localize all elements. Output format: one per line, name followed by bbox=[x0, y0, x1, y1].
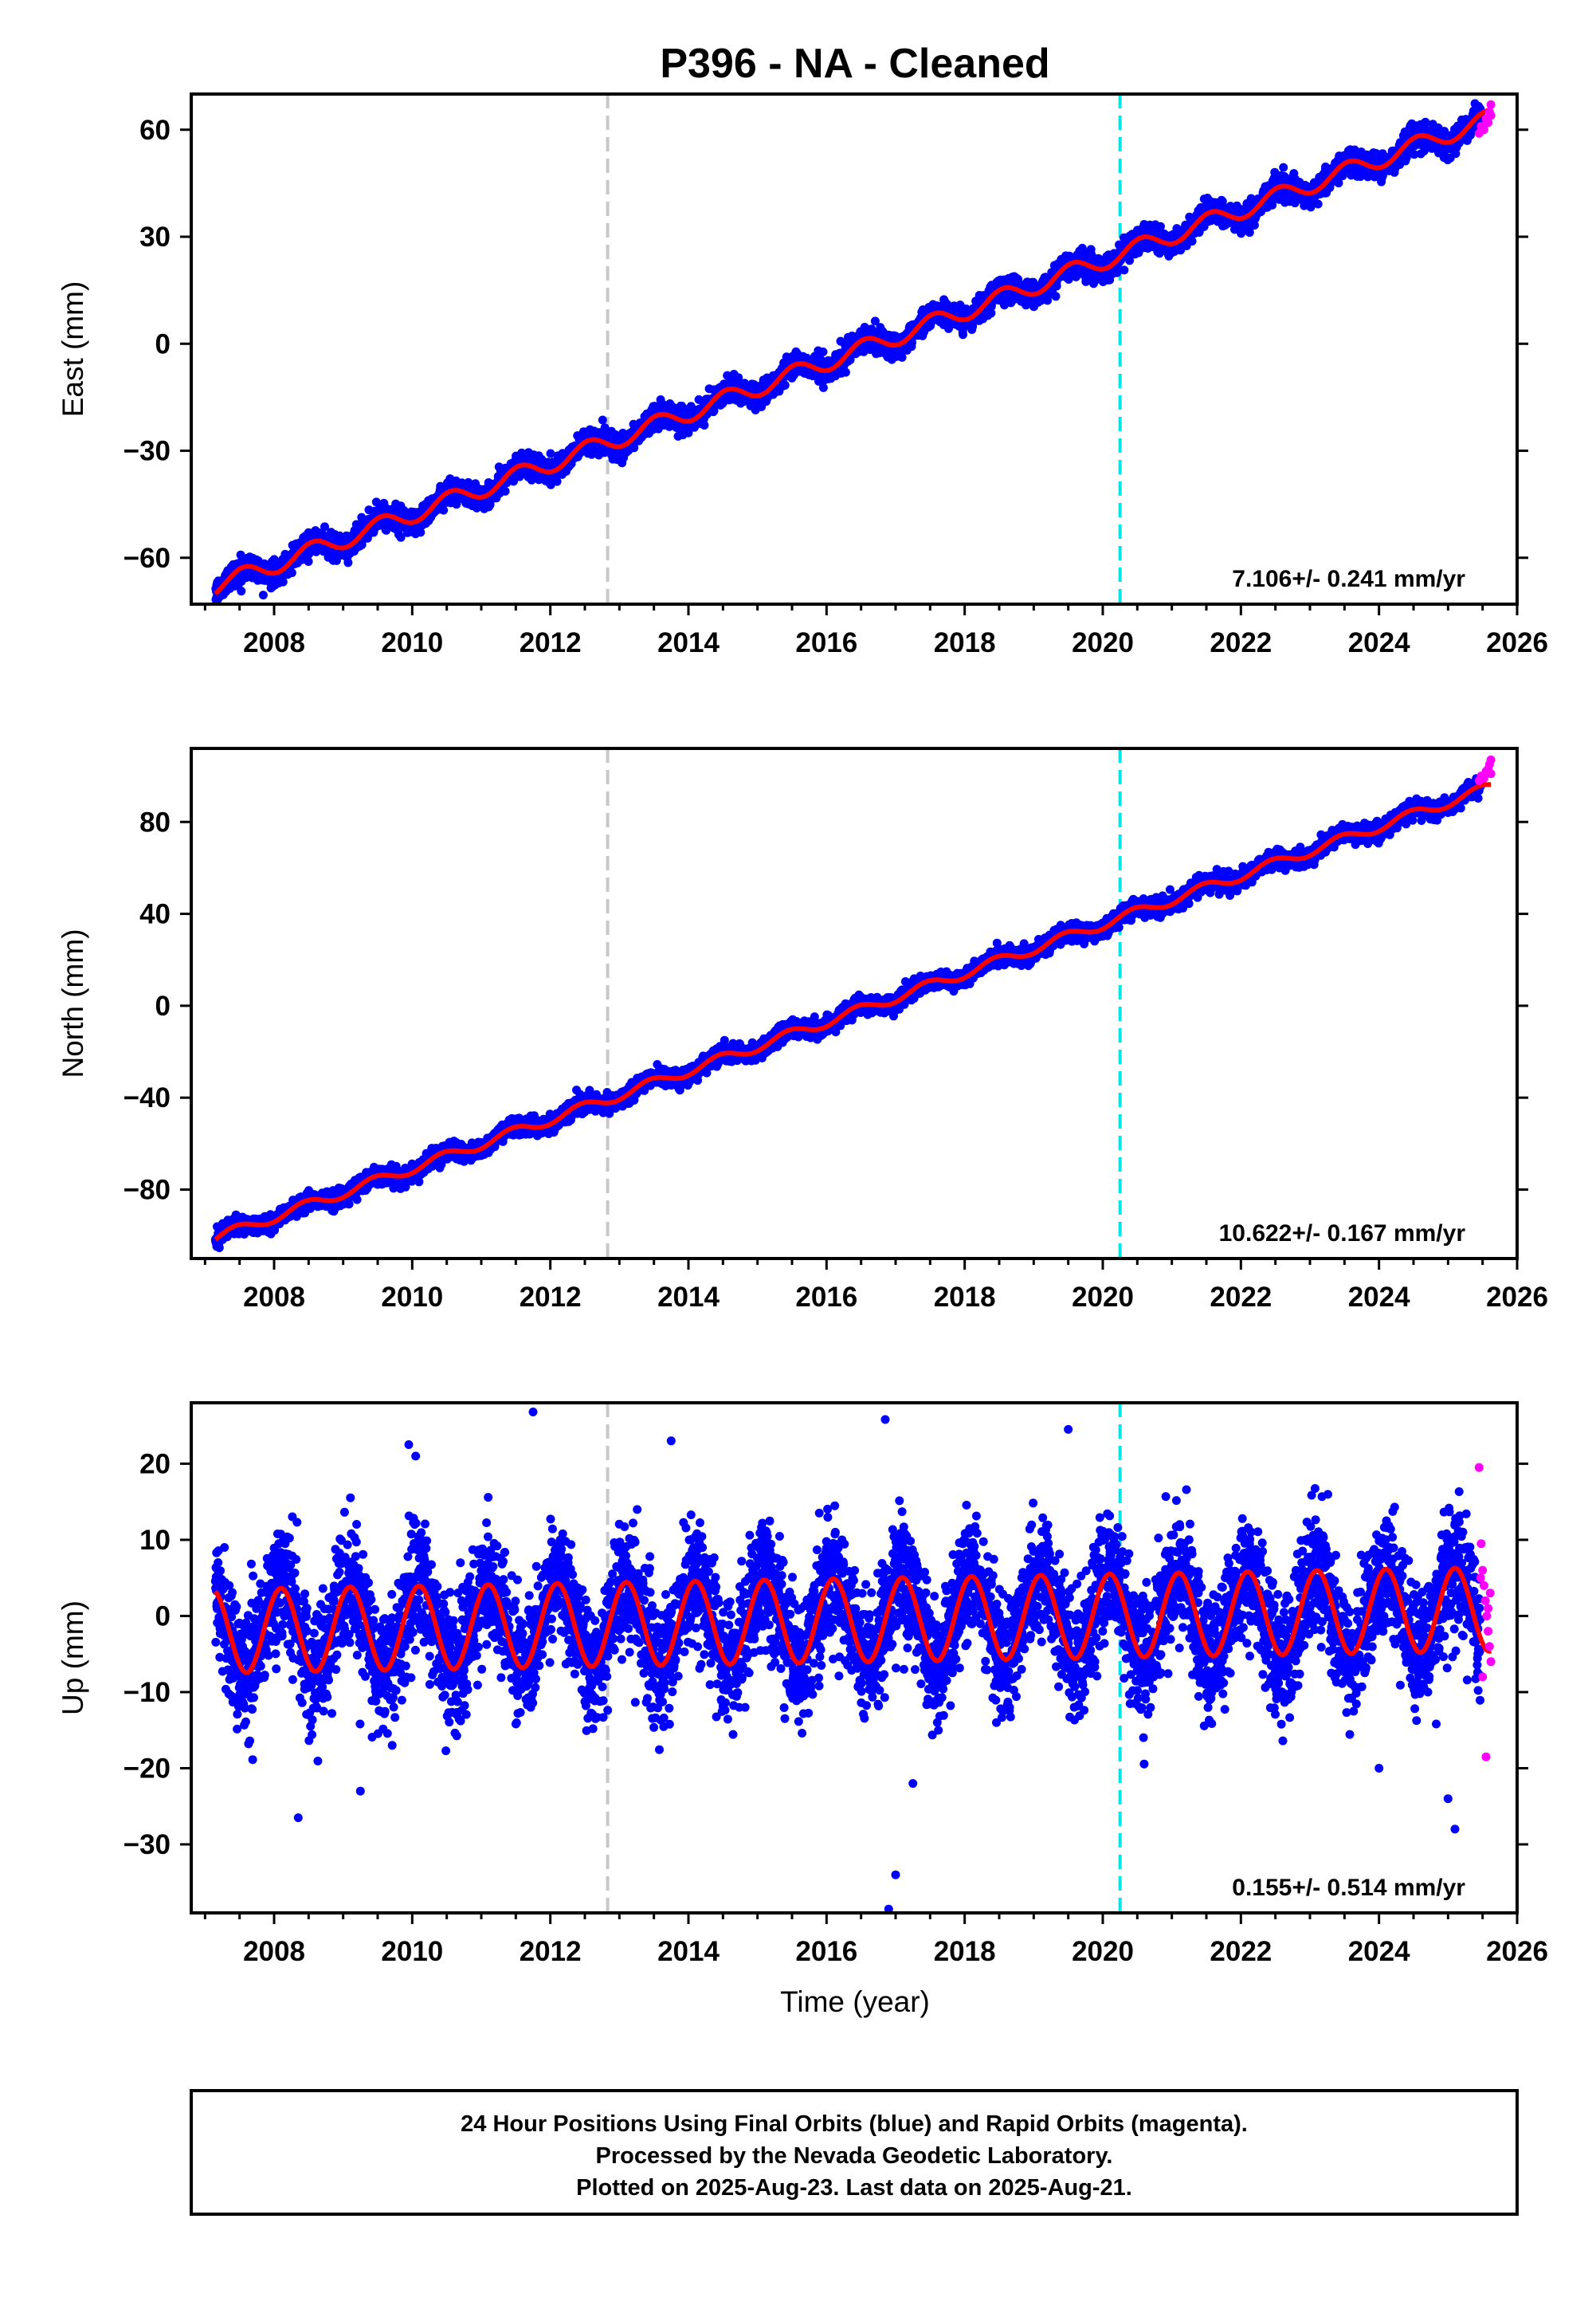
data-point bbox=[500, 486, 510, 496]
data-point bbox=[700, 421, 709, 430]
data-point bbox=[278, 577, 288, 587]
data-point bbox=[258, 591, 268, 600]
data-point bbox=[841, 367, 850, 377]
data-point bbox=[780, 380, 790, 390]
data-point bbox=[818, 348, 828, 356]
data-point bbox=[304, 557, 313, 566]
data-point bbox=[343, 558, 353, 567]
data-point bbox=[371, 497, 381, 507]
data-point bbox=[1120, 265, 1129, 275]
data-point bbox=[517, 448, 527, 457]
data-point bbox=[439, 505, 449, 515]
east-panel: 2008 2010 2012 2014 2016 2018 2020 2022 2024 2026… bbox=[57, 92, 1548, 658]
data-point bbox=[396, 532, 406, 542]
data-point bbox=[598, 415, 607, 425]
data-point bbox=[959, 330, 967, 340]
data-point bbox=[1187, 237, 1197, 246]
data-point bbox=[1051, 292, 1061, 301]
data-point bbox=[1245, 228, 1254, 238]
data-point bbox=[600, 423, 610, 433]
data-point bbox=[552, 477, 562, 486]
data-point bbox=[287, 568, 296, 578]
data-point bbox=[320, 522, 329, 532]
data-point bbox=[237, 587, 246, 596]
data-point bbox=[416, 528, 425, 537]
data-point bbox=[897, 352, 907, 362]
data-point bbox=[464, 477, 473, 487]
data-point bbox=[546, 449, 555, 458]
data-point bbox=[1052, 281, 1061, 291]
chart-title: P396 - NA - Cleaned bbox=[660, 41, 1049, 87]
